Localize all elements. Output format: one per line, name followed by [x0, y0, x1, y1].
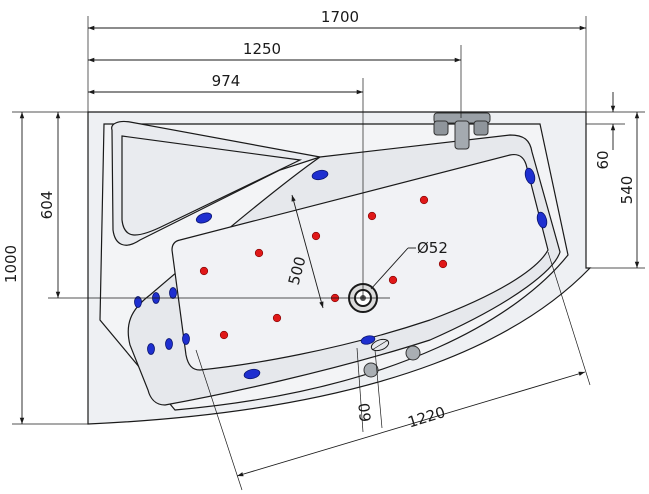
dimension-drain-diameter: Ø52: [370, 239, 448, 290]
width-to-faucet-label: 1250: [243, 40, 281, 58]
red-jet: [388, 275, 398, 285]
blue-jet: [360, 335, 376, 345]
overall-depth-label: 1000: [2, 245, 20, 283]
dimension-depth-to-drain: 604: [38, 112, 390, 299]
blue-jet: [169, 287, 177, 299]
blue-jet: [536, 211, 548, 229]
blue-jet: [182, 333, 190, 345]
red-jet: [419, 195, 429, 205]
dimension-width-to-drain: 974: [88, 72, 364, 298]
red-jet: [199, 266, 209, 276]
red-jet: [367, 211, 377, 221]
faucet-icon: [433, 112, 491, 150]
dimension-overall-depth: 1000: [2, 111, 88, 425]
red-jet: [438, 259, 448, 269]
overflow-control: [363, 338, 421, 378]
width-to-drain-label: 974: [212, 72, 241, 90]
blue-jet: [134, 296, 142, 308]
red-jet: [254, 248, 264, 258]
dimension-right-side-depth: 540: [586, 111, 645, 269]
drain-diameter-label: Ø52: [417, 239, 448, 257]
depth-to-drain-label: 604: [38, 191, 56, 220]
backrest-area: [111, 120, 321, 246]
red-jet: [272, 313, 282, 323]
blue-jet: [311, 169, 329, 181]
blue-jet: [165, 338, 173, 350]
dimension-width-to-faucet: 1250: [88, 40, 462, 118]
overall-width-label: 1700: [321, 8, 359, 26]
right-side-depth-label: 540: [618, 176, 636, 205]
red-jet: [311, 231, 321, 241]
dimension-bottom-offset: 60: [355, 347, 383, 433]
massage-jets-blue: [134, 167, 548, 380]
dimension-overall-width: 1700: [87, 8, 587, 112]
inner-length-label: 1220: [406, 403, 448, 431]
dimension-rim-height: 60: [586, 92, 625, 170]
blue-jet: [195, 212, 213, 224]
rim-height-label: 60: [594, 150, 612, 169]
blue-jet: [147, 343, 155, 355]
bottom-offset-label: 60: [355, 402, 375, 423]
red-jet: [219, 330, 229, 340]
blue-jet: [524, 167, 536, 185]
